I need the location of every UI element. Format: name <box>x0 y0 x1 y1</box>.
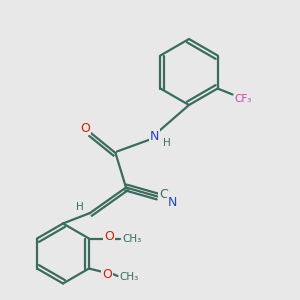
Text: O: O <box>102 268 112 281</box>
Text: C: C <box>159 188 168 202</box>
Text: N: N <box>150 130 159 143</box>
Text: O: O <box>80 122 90 135</box>
Text: CF₃: CF₃ <box>234 94 252 104</box>
Text: H: H <box>76 202 83 212</box>
Text: O: O <box>104 230 114 244</box>
Text: CH₃: CH₃ <box>122 233 141 244</box>
Text: H: H <box>163 138 171 148</box>
Text: CH₃: CH₃ <box>119 272 139 283</box>
Text: N: N <box>168 196 177 209</box>
